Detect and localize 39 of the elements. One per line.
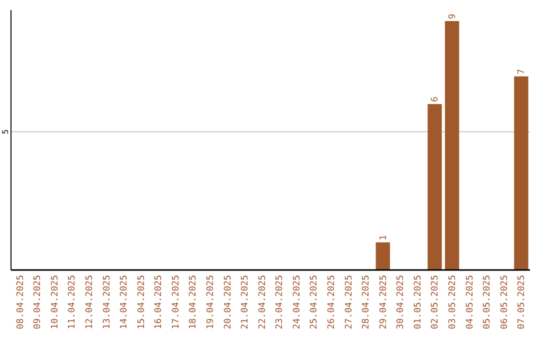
x-tick-label: 06.05.2025 bbox=[500, 275, 510, 330]
x-tick-label: 30.04.2025 bbox=[396, 275, 406, 330]
x-tick-label: 22.04.2025 bbox=[258, 275, 268, 330]
x-tick-label: 13.04.2025 bbox=[102, 275, 112, 330]
x-tick-label: 03.05.2025 bbox=[448, 275, 458, 330]
data-label: 7 bbox=[517, 68, 528, 74]
x-tick-label: 14.04.2025 bbox=[120, 275, 130, 330]
y-tick-label: 5 bbox=[1, 129, 10, 134]
x-tick-label: 17.04.2025 bbox=[171, 275, 182, 330]
x-tick-label: 24.04.2025 bbox=[292, 275, 302, 330]
x-tick-label: 21.04.2025 bbox=[240, 275, 251, 330]
x-tick-label: 19.04.2025 bbox=[206, 275, 216, 330]
x-tick-label: 11.04.2025 bbox=[68, 275, 78, 330]
x-tick-label: 18.04.2025 bbox=[188, 275, 199, 330]
data-label: 9 bbox=[448, 14, 458, 20]
x-tick-label: 28.04.2025 bbox=[362, 275, 372, 330]
x-tick-label: 20.04.2025 bbox=[223, 275, 234, 330]
x-tick-label: 16.04.2025 bbox=[154, 275, 164, 330]
x-tick-label: 05.05.2025 bbox=[482, 275, 493, 330]
x-tick-label: 29.04.2025 bbox=[378, 275, 389, 330]
x-tick-label: 15.04.2025 bbox=[136, 275, 147, 330]
x-tick-label: 23.04.2025 bbox=[275, 275, 286, 330]
bar bbox=[376, 242, 390, 270]
x-tick-label: 27.04.2025 bbox=[344, 275, 354, 330]
bar bbox=[514, 76, 528, 270]
x-tick-label: 12.04.2025 bbox=[84, 275, 95, 330]
x-tick-label: 10.04.2025 bbox=[50, 275, 60, 330]
bar bbox=[444, 21, 460, 270]
x-tick-label: 09.04.2025 bbox=[33, 275, 44, 330]
x-tick-label: 25.04.2025 bbox=[310, 275, 320, 330]
x-tick-label: 01.05.2025 bbox=[413, 275, 424, 330]
bar bbox=[428, 104, 442, 270]
x-tick-label: 04.05.2025 bbox=[465, 275, 476, 330]
x-tick-label: 02.05.2025 bbox=[430, 275, 441, 330]
x-tick-label: 07.05.2025 bbox=[517, 275, 528, 330]
x-tick-label: 26.04.2025 bbox=[327, 275, 338, 330]
x-tick-label: 08.04.2025 bbox=[16, 275, 26, 330]
data-label: 1 bbox=[378, 234, 389, 240]
data-label: 6 bbox=[430, 96, 441, 102]
